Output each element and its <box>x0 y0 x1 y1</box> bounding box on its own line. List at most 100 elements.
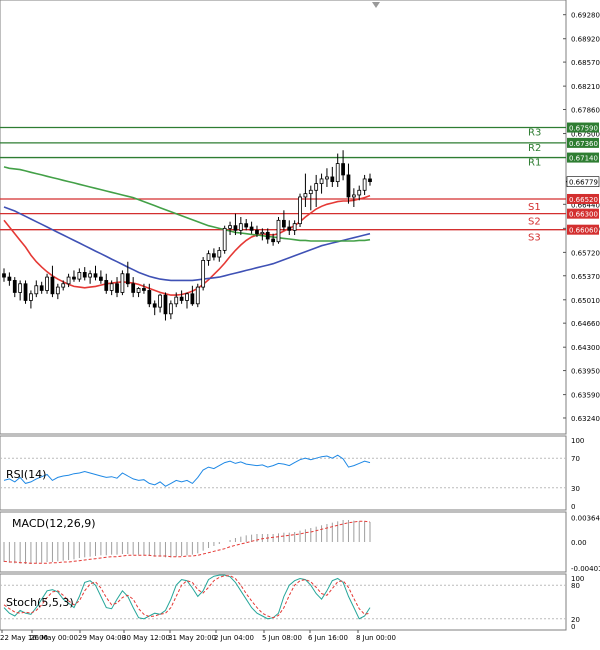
candle-body-up <box>201 259 206 288</box>
candle-body-up <box>351 194 356 198</box>
candle <box>303 173 308 207</box>
candle-body-up <box>77 272 82 280</box>
price-y-tick-label: 0.65370 <box>571 273 600 281</box>
candle-body-up <box>314 183 319 191</box>
price-y-tick-label: 0.63240 <box>571 415 600 423</box>
candle <box>2 268 6 282</box>
candle <box>158 293 162 313</box>
candle <box>168 300 173 320</box>
candle <box>233 213 238 236</box>
candle <box>66 273 71 288</box>
candle <box>7 272 12 286</box>
candle-body-down <box>125 273 130 285</box>
candle-body-up <box>292 223 297 231</box>
candle <box>238 217 243 236</box>
macd-y-tick-label: 0.003642 <box>571 515 600 523</box>
candle <box>298 193 302 228</box>
candle <box>255 225 259 238</box>
candle-body-up <box>185 293 189 301</box>
candle-body-down <box>233 225 238 231</box>
candle-body-down <box>23 283 28 301</box>
rsi-line <box>3 454 371 487</box>
candle-body-up <box>308 189 313 195</box>
candle-body-down <box>190 293 195 305</box>
level-label-s2: S2 <box>528 217 541 228</box>
candle <box>325 168 329 187</box>
price-y-tick-label: 0.67500 <box>571 131 600 139</box>
price-y-tick-label: 0.65720 <box>571 249 600 257</box>
candle-body-down <box>212 253 216 258</box>
candle <box>260 228 265 241</box>
candle <box>357 185 362 201</box>
level-label-r2: R2 <box>528 143 541 154</box>
candle <box>271 233 275 246</box>
candle <box>282 210 286 231</box>
rsi-y-tick-label: 70 <box>571 455 580 463</box>
candle <box>125 261 130 288</box>
candle-body-down <box>7 276 12 281</box>
candle-body-up <box>168 303 173 315</box>
candle <box>61 280 66 291</box>
candle <box>190 285 195 306</box>
candle-body-down <box>2 273 6 278</box>
candle-body-up <box>120 273 125 293</box>
candle-body-down <box>104 280 109 291</box>
price-y-tick-label: 0.68920 <box>571 36 600 44</box>
candle-body-down <box>82 272 87 278</box>
candle <box>18 280 23 301</box>
time-axis-label: 6 Jun 16:00 <box>308 634 348 642</box>
candle-body-down <box>287 226 292 231</box>
candle-body-up <box>34 285 39 295</box>
candle <box>212 248 216 261</box>
candle <box>174 292 179 308</box>
candle-body-down <box>39 285 44 291</box>
candle <box>201 257 206 291</box>
candle <box>109 280 114 296</box>
candle <box>115 277 119 298</box>
stoch-y-tick-label: 0 <box>571 623 575 631</box>
candle-body-up <box>325 176 329 180</box>
level-value-tag <box>567 193 599 204</box>
stoch-y-tick-label: 100 <box>571 575 584 583</box>
candle <box>276 217 281 244</box>
candle <box>179 290 184 304</box>
candle <box>265 228 270 244</box>
candle <box>29 290 33 309</box>
price-y-tick-label: 0.68210 <box>571 83 600 91</box>
level-value: 0.67360 <box>569 140 598 148</box>
candle-body-down <box>255 229 259 235</box>
candle-body-down <box>368 178 372 183</box>
candle-body-down <box>330 176 335 183</box>
candle <box>185 292 189 309</box>
candle-body-down <box>50 276 55 295</box>
rsi-panel: 100 70 30 0 <box>0 437 584 511</box>
macd-label: MACD(12,26,9) <box>12 517 96 530</box>
candle <box>77 268 82 282</box>
candle <box>50 265 55 298</box>
level-value: 0.66520 <box>569 196 598 204</box>
candle <box>142 283 146 294</box>
candle <box>244 219 249 231</box>
price-y-tick-label: 0.68570 <box>571 59 600 67</box>
price-y-tick-label: 0.66440 <box>571 201 600 209</box>
candle-body-up <box>362 178 367 191</box>
candle-body-up <box>45 276 49 291</box>
level-value-tag <box>567 122 599 133</box>
candle-body-up <box>61 283 66 288</box>
candle <box>292 220 297 236</box>
stoch-panel-frame <box>0 573 567 631</box>
macd-y-tick-label: -0.004014 <box>571 565 600 573</box>
candle-body-down <box>265 231 270 240</box>
candle-body-down <box>282 219 286 228</box>
candle-body-up <box>357 189 362 196</box>
candle-body-up <box>174 296 179 305</box>
candle-body-up <box>158 294 162 308</box>
candle <box>346 163 351 204</box>
price-y-tick-label: 0.65010 <box>571 297 600 305</box>
candle-body-up <box>217 249 222 258</box>
candle <box>55 283 60 300</box>
price-y-tick-label: 0.63590 <box>571 392 600 400</box>
level-label-r3: R3 <box>528 128 541 139</box>
